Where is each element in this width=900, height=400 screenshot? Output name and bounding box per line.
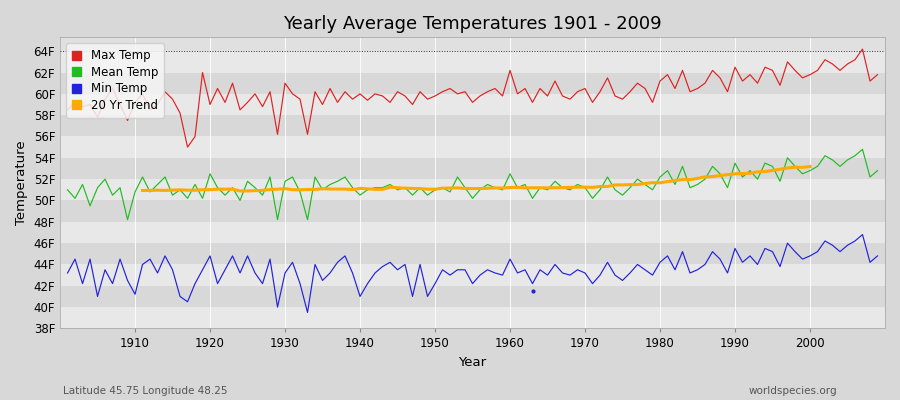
Bar bbox=[60, 72, 885, 94]
Bar bbox=[60, 200, 885, 222]
Bar bbox=[60, 94, 885, 115]
Bar bbox=[60, 307, 885, 328]
X-axis label: Year: Year bbox=[458, 356, 487, 369]
Y-axis label: Temperature: Temperature bbox=[15, 140, 28, 225]
Bar bbox=[60, 179, 885, 200]
Bar bbox=[60, 243, 885, 264]
Legend: Max Temp, Mean Temp, Min Temp, 20 Yr Trend: Max Temp, Mean Temp, Min Temp, 20 Yr Tre… bbox=[66, 43, 164, 118]
Bar bbox=[60, 51, 885, 72]
Bar bbox=[60, 115, 885, 136]
Bar bbox=[60, 286, 885, 307]
Bar bbox=[60, 158, 885, 179]
Text: worldspecies.org: worldspecies.org bbox=[749, 386, 837, 396]
Bar bbox=[60, 136, 885, 158]
Bar bbox=[60, 222, 885, 243]
Bar bbox=[60, 264, 885, 286]
Title: Yearly Average Temperatures 1901 - 2009: Yearly Average Temperatures 1901 - 2009 bbox=[284, 15, 662, 33]
Text: Latitude 45.75 Longitude 48.25: Latitude 45.75 Longitude 48.25 bbox=[63, 386, 228, 396]
